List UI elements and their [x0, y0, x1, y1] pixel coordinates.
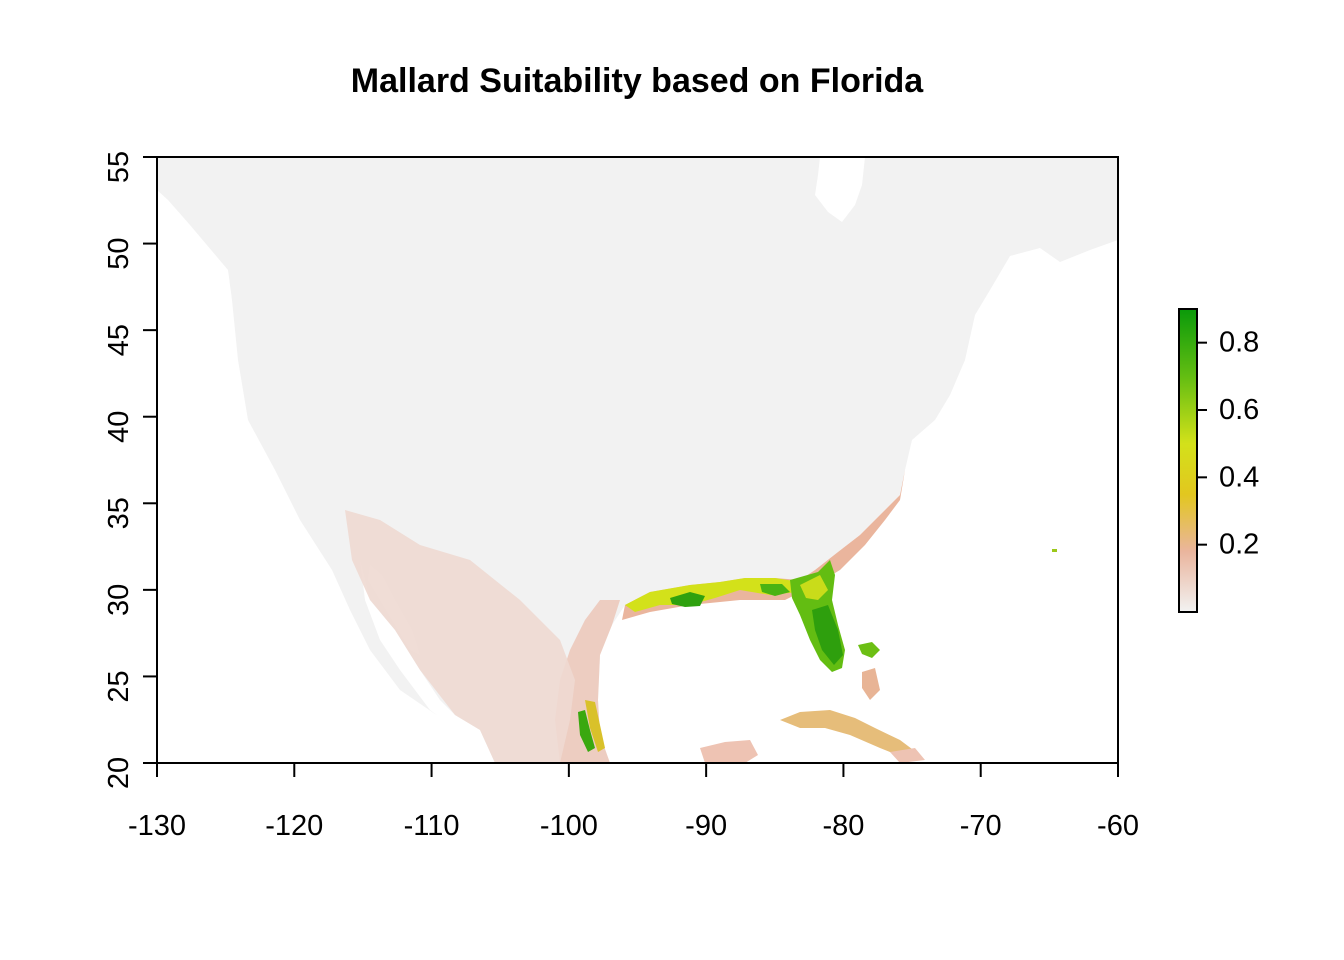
cuba	[780, 710, 920, 758]
y-tick-label: 55	[103, 151, 135, 183]
gulf-coast-mexico-zone	[555, 600, 620, 763]
x-tick-label: -110	[404, 810, 460, 842]
gulf-of-st-lawrence	[990, 262, 1100, 322]
legend-tick-label: 0.8	[1219, 327, 1259, 359]
gulf-coast-high-band	[625, 578, 800, 612]
map-title: Mallard Suitability based on Florida	[351, 62, 925, 100]
legend-tick-label: 0.6	[1219, 394, 1259, 426]
y-tick-label: 35	[103, 497, 135, 529]
plot-frame	[156, 156, 1119, 764]
y-tick-label: 25	[103, 670, 135, 702]
y-tick-label: 30	[103, 584, 135, 616]
x-tick-label: -120	[265, 810, 323, 842]
x-axis: -130 -120 -110 -100 -90 -80 -70 -60	[128, 763, 1139, 842]
louisiana-green	[670, 592, 705, 607]
y-tick-label: 45	[103, 324, 135, 356]
x-tick-label: -130	[128, 810, 186, 842]
x-tick-label: -90	[685, 810, 727, 842]
florida-north-yellow	[800, 575, 828, 600]
veracruz-green	[578, 710, 595, 752]
y-tick-label: 40	[103, 411, 135, 443]
yucatan-fragment	[700, 740, 758, 763]
x-tick-label: -100	[540, 810, 598, 842]
hispaniola-fragment	[890, 748, 925, 763]
veracruz-yellow	[585, 700, 605, 752]
x-tick-label: -70	[960, 810, 1002, 842]
legend-tick-label: 0.2	[1219, 529, 1259, 561]
legend: 0.8 0.6 0.4 0.2	[1178, 308, 1259, 613]
bahamas-south	[862, 668, 880, 700]
y-axis: 20 25 30 35 40 45 50 55	[103, 151, 157, 789]
bermuda-speck	[1052, 549, 1057, 552]
panhandle-green	[760, 584, 790, 596]
x-tick-label: -60	[1097, 810, 1139, 842]
hudson-bay	[815, 157, 865, 222]
southwest-zone	[345, 510, 575, 763]
map-raster	[157, 157, 1118, 763]
florida-core	[812, 605, 843, 665]
bahamas-north	[858, 642, 880, 658]
legend-ticks: 0.8 0.6 0.4 0.2	[1197, 327, 1259, 561]
x-tick-label: -80	[822, 810, 864, 842]
y-tick-label: 50	[103, 237, 135, 269]
legend-tick-label: 0.4	[1219, 461, 1259, 493]
y-tick-label: 20	[103, 757, 135, 789]
legend-color-bar	[1178, 308, 1198, 613]
